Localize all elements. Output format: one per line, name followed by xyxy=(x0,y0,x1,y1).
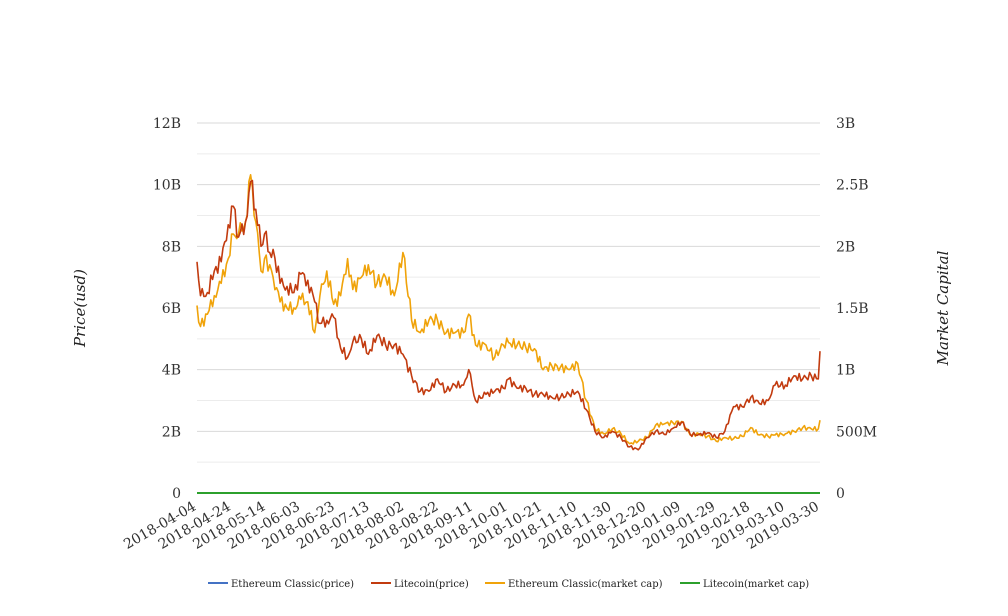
left-y-axis-ticks: 0 2B 4B 6B 8B 10B 12B xyxy=(153,116,181,502)
legend-label: Ethereum Classic(price) xyxy=(231,579,354,590)
left-y-tick-label: 4B xyxy=(162,363,181,379)
right-y-tick-label: 1B xyxy=(836,363,855,379)
legend-label: Litecoin(market cap) xyxy=(703,579,809,590)
legend-item[interactable]: Ethereum Classic(price) xyxy=(208,579,354,590)
left-y-tick-label: 6B xyxy=(162,301,181,317)
legend-item[interactable]: Ethereum Classic(market cap) xyxy=(485,579,663,590)
left-y-tick-label: 12B xyxy=(153,116,181,132)
left-y-axis-title: Price(usd) xyxy=(71,269,89,348)
legend-label: Ethereum Classic(market cap) xyxy=(508,579,663,590)
right-y-tick-label: 2.5B xyxy=(836,178,869,194)
x-axis-ticks: 2018-04-042018-04-242018-05-142018-06-03… xyxy=(121,499,822,553)
series-line-litecoin-price xyxy=(196,179,821,451)
legend-label: Litecoin(price) xyxy=(394,579,469,590)
right-y-tick-label: 2B xyxy=(836,239,855,255)
right-y-tick-label: 500M xyxy=(836,424,877,440)
series-lines xyxy=(196,174,821,494)
right-y-axis-ticks: 0 500M 1B 1.5B 2B 2.5B 3B xyxy=(836,116,877,502)
legend-item[interactable]: Litecoin(market cap) xyxy=(680,579,809,590)
left-y-tick-label: 10B xyxy=(153,178,181,194)
left-y-tick-label: 0 xyxy=(172,486,181,502)
right-y-tick-label: 1.5B xyxy=(836,301,869,317)
right-y-axis-title: Market Capital xyxy=(934,250,952,366)
right-y-tick-label: 0 xyxy=(836,486,845,502)
right-y-tick-label: 3B xyxy=(836,116,855,132)
legend: Ethereum Classic(price) Litecoin(price) Et… xyxy=(208,579,809,590)
left-y-tick-label: 2B xyxy=(162,424,181,440)
left-y-tick-label: 8B xyxy=(162,239,181,255)
legend-item[interactable]: Litecoin(price) xyxy=(371,579,469,590)
series-line-ethereum-classic-market-cap xyxy=(196,174,821,445)
grid-lines xyxy=(197,122,820,494)
